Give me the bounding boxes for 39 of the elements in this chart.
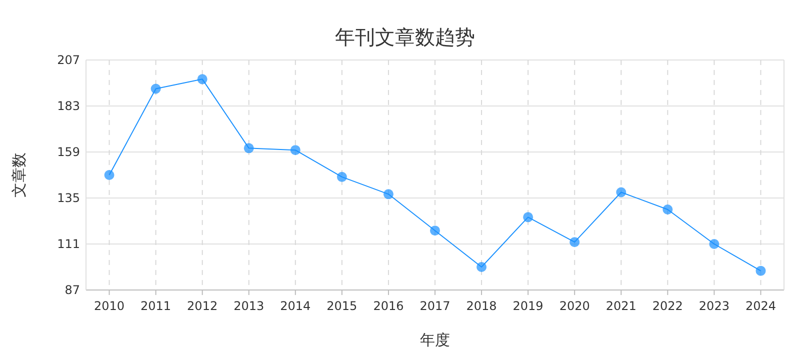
point	[383, 189, 394, 200]
x-tick-label: 2011	[140, 299, 172, 313]
y-tick-label: 87	[64, 283, 80, 297]
point	[756, 266, 766, 276]
y-tick-label: 207	[57, 53, 80, 67]
point	[709, 239, 720, 249]
x-tick-label: 2022	[652, 299, 683, 313]
x-tick-label: 2024	[745, 299, 776, 313]
point	[244, 143, 254, 154]
x-tick-label: 2015	[326, 299, 358, 313]
x-tick-label: 2012	[187, 299, 218, 313]
x-tick-label: 2020	[559, 299, 590, 313]
point	[523, 212, 534, 222]
point	[662, 204, 673, 214]
x-tick-label: 2013	[234, 299, 264, 313]
point	[104, 170, 114, 180]
chart-title: 年刊文章数趋势	[335, 25, 475, 49]
x-tick-label: 2017	[420, 299, 450, 313]
y-tick-label: 183	[57, 99, 80, 113]
x-tick-label: 2023	[698, 299, 730, 313]
point	[616, 187, 626, 198]
point	[570, 237, 580, 248]
x-tick-label: 2016	[373, 299, 404, 313]
point	[290, 145, 300, 156]
point	[197, 74, 208, 84]
x-tick-label: 2010	[94, 299, 125, 313]
x-tick-label: 2021	[606, 299, 636, 313]
y-tick-label: 159	[57, 145, 80, 159]
x-tick-label: 2018	[466, 299, 497, 313]
x-axis-title: 年度	[420, 331, 450, 349]
y-axis-title: 文章数	[10, 152, 28, 198]
x-tick-label: 2014	[280, 299, 311, 313]
x-tick-label: 2019	[512, 299, 544, 313]
y-tick-label: 111	[57, 237, 80, 251]
point	[430, 226, 440, 236]
point	[476, 262, 487, 272]
y-tick-label: 135	[57, 191, 80, 205]
point	[150, 84, 161, 94]
point	[336, 172, 347, 182]
